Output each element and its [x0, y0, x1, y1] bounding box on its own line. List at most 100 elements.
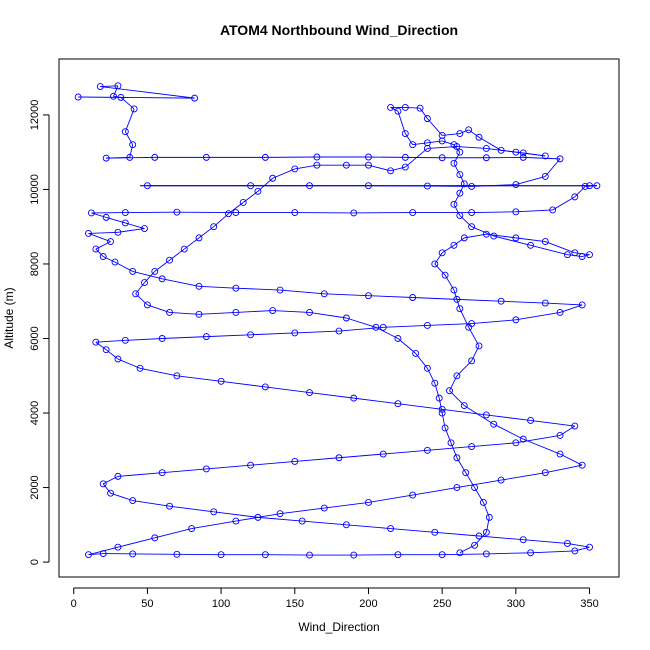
data-point — [431, 379, 439, 387]
series-segment — [427, 323, 472, 326]
series-segment — [493, 235, 531, 246]
data-point — [549, 206, 557, 214]
series-segment — [464, 233, 487, 239]
series-segment — [456, 298, 502, 302]
data-point — [158, 335, 166, 342]
data-point — [306, 182, 313, 190]
series-segment — [176, 375, 222, 382]
data-point — [365, 182, 372, 190]
series-segment — [117, 472, 163, 477]
data-point — [129, 267, 137, 275]
series-segment — [515, 151, 546, 157]
series-segment — [419, 107, 428, 119]
data-point — [578, 461, 586, 469]
series-segment — [459, 174, 465, 185]
series-segment — [162, 468, 207, 474]
series-segment — [468, 129, 480, 138]
series-segment — [471, 319, 516, 325]
data-point — [556, 155, 564, 163]
series-segment — [206, 464, 251, 470]
data-point — [423, 446, 431, 454]
data-point — [482, 144, 490, 152]
series-segment — [191, 520, 236, 529]
data-point — [247, 331, 255, 339]
series-segment — [113, 85, 119, 97]
data-point — [512, 439, 520, 447]
data-point — [143, 182, 151, 190]
data-point — [519, 435, 527, 443]
data-point — [453, 295, 461, 303]
series-segment — [405, 106, 421, 109]
series-segment — [162, 278, 200, 287]
data-point — [438, 551, 446, 559]
series-segment — [530, 420, 575, 427]
data-point — [151, 534, 159, 542]
series-segment — [545, 241, 575, 254]
data-point — [438, 131, 446, 139]
data-point — [313, 161, 321, 169]
series-segment — [302, 520, 347, 526]
data-point — [556, 308, 564, 316]
series-segment — [147, 304, 170, 313]
series-segment — [530, 550, 575, 554]
data-point — [269, 174, 277, 182]
x-tick-label: 100 — [212, 598, 230, 610]
data-point — [239, 199, 247, 206]
data-point — [217, 551, 225, 559]
series-segment — [250, 461, 295, 466]
series-segment — [390, 528, 435, 533]
data-point — [141, 225, 148, 233]
series-segment — [88, 232, 111, 243]
data-point — [468, 443, 476, 451]
data-point — [350, 394, 358, 402]
data-point — [441, 271, 449, 279]
data-point — [306, 308, 313, 316]
data-point — [85, 551, 92, 559]
data-point — [114, 472, 122, 480]
data-point — [519, 153, 527, 161]
series-segment — [346, 524, 391, 530]
data-point — [232, 517, 240, 525]
series-segment — [456, 479, 502, 489]
series-segment — [368, 164, 391, 172]
series-segment — [453, 163, 461, 175]
series-segment — [368, 494, 413, 503]
data-point — [450, 159, 458, 167]
data-point — [276, 510, 284, 518]
series-segment — [106, 156, 155, 159]
data-point — [456, 148, 464, 156]
series-segment — [523, 539, 568, 544]
y-tick-label: 12000 — [29, 100, 41, 131]
data-point — [99, 253, 107, 260]
data-point — [394, 107, 402, 115]
data-point — [107, 489, 115, 497]
data-point — [497, 297, 505, 305]
data-point — [202, 153, 210, 161]
data-point — [541, 152, 549, 160]
series-segment — [412, 142, 428, 146]
x-tick-label: 50 — [141, 598, 153, 610]
data-point — [342, 314, 350, 322]
data-point — [490, 232, 498, 240]
series-segment — [91, 212, 107, 218]
data-point — [151, 267, 159, 275]
series-segment — [265, 386, 310, 393]
data-point — [132, 290, 140, 298]
data-point — [456, 171, 464, 178]
data-point — [180, 245, 188, 253]
series-segment — [523, 438, 561, 455]
data-point — [401, 153, 409, 161]
data-point — [450, 241, 458, 249]
series-segment — [523, 156, 561, 160]
series-segment — [442, 408, 487, 416]
series-segment — [375, 326, 399, 339]
series-segment — [154, 528, 192, 539]
series-segment — [552, 196, 576, 211]
series-segment — [294, 330, 340, 334]
data-point — [365, 499, 372, 506]
data-point — [92, 245, 100, 253]
data-point — [143, 301, 151, 309]
series-segment — [585, 185, 597, 187]
data-point — [460, 402, 468, 410]
